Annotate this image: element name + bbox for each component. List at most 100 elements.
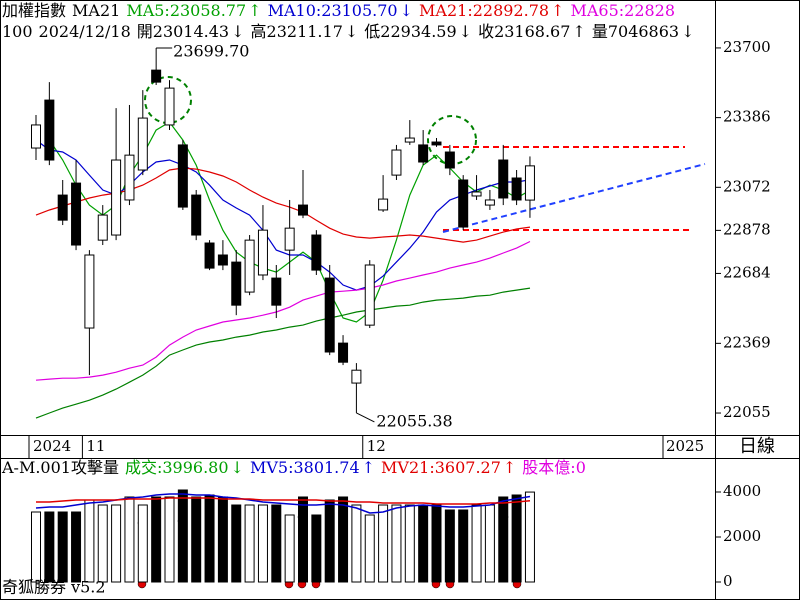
volume-bar <box>84 499 95 583</box>
volume-bar <box>164 496 175 583</box>
ma-line <box>35 240 531 381</box>
volume-bar <box>271 504 282 583</box>
info-item: 2024/12/18 <box>39 22 131 41</box>
legend-entry: MA21:22892.78 <box>419 1 549 20</box>
volume-title: A-M.001攻擊量 <box>1 458 119 477</box>
candle-body <box>137 117 148 171</box>
candle-body <box>484 199 495 206</box>
x-tick-label: 12 <box>367 437 386 455</box>
footer: 奇狐勝券 v5.2 <box>2 578 106 597</box>
ma-line <box>35 287 531 419</box>
legend-entry: MA5:23058.77 <box>126 1 246 20</box>
volume-bar <box>378 504 389 583</box>
legend-arrow: ↑ <box>503 458 516 477</box>
legend-arrow: ↑ <box>551 1 564 20</box>
mv-line <box>36 497 531 505</box>
volume-bar <box>151 496 162 583</box>
chart-title: 加權指數 <box>2 1 66 20</box>
y-tick-label: 22878 <box>723 220 771 238</box>
y-tick-label: 22055 <box>723 403 771 421</box>
candle-body <box>338 342 349 363</box>
candle-body <box>244 239 255 293</box>
info-item: 量7046863 <box>592 22 679 41</box>
volume-bar <box>191 496 202 583</box>
volume-bar <box>391 504 402 583</box>
candle-body <box>324 277 335 353</box>
candle-body <box>458 179 469 228</box>
candle-body <box>311 234 322 271</box>
volume-bar <box>351 504 362 583</box>
candle-body <box>351 369 362 384</box>
volume-bar <box>111 504 122 583</box>
info-arrow: ↑ <box>572 22 585 41</box>
volume-value: 成交:3996.80 <box>125 458 229 477</box>
y-tick-label: 22369 <box>723 333 771 351</box>
header: 加權指數 MA21 MA5:23058.77 ↑ MA10:23105.70 ↓ MA21:… <box>2 1 675 20</box>
low-leader <box>356 412 375 423</box>
volume-bar <box>97 504 108 583</box>
candle-body <box>284 227 295 251</box>
volume-bar <box>124 496 135 583</box>
x-tick-label: 2025 <box>666 437 704 455</box>
candle-body <box>31 124 41 149</box>
y-tick-label: 23700 <box>723 38 771 56</box>
candle-body <box>524 165 535 201</box>
y-tick-label: 23072 <box>723 177 771 195</box>
volume-bar <box>511 494 522 583</box>
x-tick-label: 2024 <box>33 437 71 455</box>
period-button[interactable]: 日線 <box>739 436 775 457</box>
volume-arrow: ↓ <box>231 458 244 477</box>
volume-bar <box>71 511 82 583</box>
candle-body <box>177 144 188 208</box>
y-tick-label: 2000 <box>723 527 761 545</box>
volume-bar <box>231 504 242 583</box>
x-tick-label: 11 <box>86 437 105 455</box>
candle-body <box>217 254 228 266</box>
candle-body <box>444 151 455 169</box>
candle-body <box>391 149 402 176</box>
volume-bar <box>484 504 495 583</box>
candle-body <box>204 242 215 269</box>
volume-bar <box>244 504 255 583</box>
volume-bar <box>324 499 335 583</box>
volume-bar <box>311 514 322 583</box>
volume-bar <box>418 504 429 583</box>
candle-body <box>191 194 202 236</box>
candle-body <box>378 198 389 211</box>
info-item: 100 <box>2 22 33 41</box>
volume-header: A-M.001攻擊量 成交:3996.80 ↓ MV5:3801.74 ↑ MV21:36… <box>1 458 586 477</box>
volume-bar <box>338 496 349 583</box>
volume-bar <box>498 496 509 583</box>
volume-bar <box>431 504 442 583</box>
volume-bar <box>444 509 455 583</box>
info-item: 高23211.17 <box>251 22 343 41</box>
indicator-name: MA21 <box>72 1 120 20</box>
info-arrow: ↓ <box>681 22 694 41</box>
volume-bar <box>177 489 188 583</box>
candle-body <box>471 191 482 197</box>
volume-bar <box>364 514 375 583</box>
candle-body <box>271 277 282 306</box>
candle-body <box>124 154 135 201</box>
info-item: 低22934.59 <box>364 22 456 41</box>
candle-body <box>498 159 509 199</box>
candle-body <box>44 99 55 161</box>
candle-body <box>111 159 122 236</box>
y-tick-label: 22684 <box>723 263 771 281</box>
info-arrow: ↓ <box>345 22 358 41</box>
volume-bar <box>57 511 68 583</box>
high-label: 23699.70 <box>173 42 249 61</box>
legend-entry: MA65:22828 <box>570 1 675 20</box>
volume-bar <box>44 511 55 583</box>
volume-bar <box>404 504 415 583</box>
volume-bar <box>471 504 482 583</box>
legend-arrow: ↓ <box>400 1 413 20</box>
candle-body <box>164 87 175 126</box>
candle-body <box>71 182 82 246</box>
volume-bar <box>298 496 308 583</box>
candle-body <box>418 144 429 163</box>
volume-bar <box>137 504 148 583</box>
low-label: 22055.38 <box>376 411 452 430</box>
info-arrow: ↓ <box>231 22 244 41</box>
